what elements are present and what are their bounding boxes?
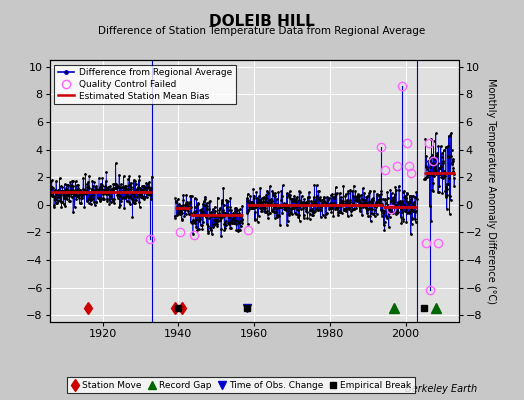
Y-axis label: Monthly Temperature Anomaly Difference (°C): Monthly Temperature Anomaly Difference (… xyxy=(486,78,496,304)
Legend: Difference from Regional Average, Quality Control Failed, Estimated Station Mean: Difference from Regional Average, Qualit… xyxy=(54,64,235,104)
Text: Berkeley Earth: Berkeley Earth xyxy=(405,384,477,394)
Text: Difference of Station Temperature Data from Regional Average: Difference of Station Temperature Data f… xyxy=(99,26,425,36)
Text: DOLEIB HILL: DOLEIB HILL xyxy=(209,14,315,29)
Legend: Station Move, Record Gap, Time of Obs. Change, Empirical Break: Station Move, Record Gap, Time of Obs. C… xyxy=(67,377,415,394)
